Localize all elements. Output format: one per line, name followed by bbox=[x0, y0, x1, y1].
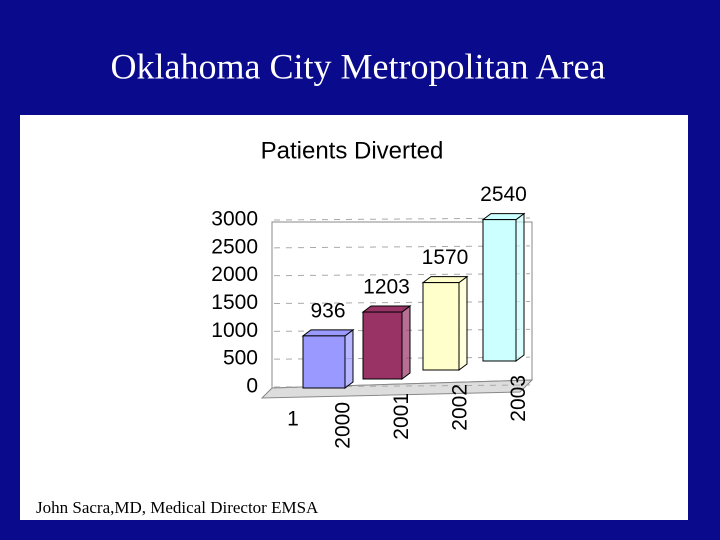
bar-top bbox=[361, 305, 412, 313]
bar bbox=[482, 219, 517, 362]
bar bbox=[422, 282, 460, 371]
data-label: 1203 bbox=[363, 276, 410, 299]
series-label: 2003 bbox=[507, 375, 530, 422]
y-tick-label: 1500 bbox=[211, 291, 258, 314]
series-label: 2001 bbox=[390, 393, 413, 440]
data-label: 1570 bbox=[422, 246, 469, 269]
series-label: 2000 bbox=[332, 402, 355, 449]
data-label: 2540 bbox=[480, 183, 527, 206]
x-tick-label: 1 bbox=[287, 408, 299, 431]
y-tick-label: 1000 bbox=[211, 319, 258, 342]
bar-side bbox=[515, 212, 525, 362]
y-tick-label: 0 bbox=[246, 375, 258, 398]
slide-title: Oklahoma City Metropolitan Area bbox=[111, 46, 606, 86]
bar-top bbox=[421, 276, 469, 284]
bar-side bbox=[344, 328, 354, 389]
bar-top bbox=[481, 213, 526, 221]
bar-top bbox=[301, 329, 355, 337]
y-tick-label: 2500 bbox=[211, 235, 258, 258]
floor bbox=[260, 379, 534, 399]
y-tick-label: 2000 bbox=[211, 263, 258, 286]
data-label: 936 bbox=[310, 299, 345, 322]
bar bbox=[302, 335, 346, 389]
series-label: 2002 bbox=[449, 384, 472, 431]
chart-title: Patients Diverted bbox=[261, 137, 444, 164]
footer: John Sacra,MD, Medical Director EMSA bbox=[36, 498, 319, 517]
bar bbox=[362, 311, 403, 380]
plot: 0 500 1000 1500 2000 2500 3000 1 2000 936 2001 1203… bbox=[211, 183, 534, 449]
y-tick-label: 3000 bbox=[211, 208, 258, 231]
bar-side bbox=[458, 275, 468, 371]
bar-side bbox=[401, 305, 411, 380]
y-tick-label: 500 bbox=[223, 347, 258, 370]
